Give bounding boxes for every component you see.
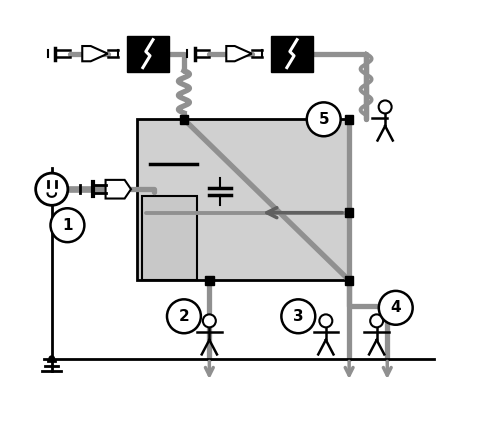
Bar xyxy=(345,208,353,217)
Circle shape xyxy=(282,299,315,333)
Circle shape xyxy=(203,314,216,327)
Circle shape xyxy=(379,291,413,325)
Text: 2: 2 xyxy=(179,309,189,324)
Polygon shape xyxy=(82,46,108,61)
Circle shape xyxy=(36,173,68,205)
Text: 3: 3 xyxy=(293,309,304,324)
Circle shape xyxy=(379,100,391,113)
Bar xyxy=(127,36,169,72)
Bar xyxy=(345,276,353,284)
Circle shape xyxy=(319,314,332,327)
Circle shape xyxy=(51,208,85,242)
Polygon shape xyxy=(106,180,131,198)
Text: 5: 5 xyxy=(318,112,329,127)
Circle shape xyxy=(370,314,383,327)
Text: 4: 4 xyxy=(391,300,401,315)
Bar xyxy=(345,115,353,124)
Text: 1: 1 xyxy=(62,218,73,233)
Circle shape xyxy=(307,102,341,136)
Bar xyxy=(205,276,214,284)
Bar xyxy=(141,196,196,280)
Bar xyxy=(180,115,188,124)
Bar xyxy=(137,119,349,280)
Polygon shape xyxy=(226,46,252,61)
Bar xyxy=(271,36,313,72)
Circle shape xyxy=(48,355,55,362)
Circle shape xyxy=(167,299,201,333)
